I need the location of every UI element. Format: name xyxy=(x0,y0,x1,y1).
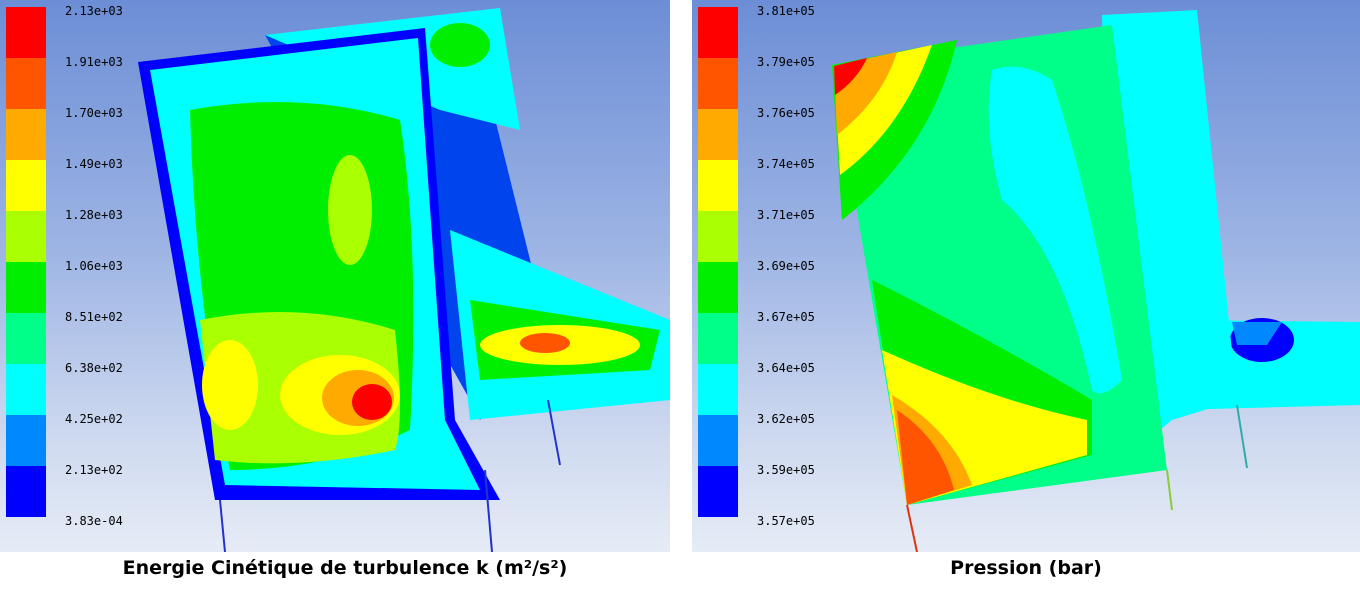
colorbar-segment xyxy=(6,262,46,313)
colorbar-tick-label: 1.06e+03 xyxy=(65,259,123,273)
front-plane-center xyxy=(988,66,1122,394)
colorbar-segment xyxy=(6,7,46,58)
colorbar-tick-label: 3.67e+05 xyxy=(757,310,815,324)
colorbar-tick-label: 1.70e+03 xyxy=(65,106,123,120)
caption-pressure: Pression (bar) xyxy=(950,557,1102,579)
support-line xyxy=(484,469,493,552)
colorbar-legend-pressure: 3.81e+05 3.79e+05 3.76e+05 3.74e+05 3.71e+05… xyxy=(698,4,898,547)
colorbar-segment xyxy=(698,58,738,109)
colorbar-segment xyxy=(6,364,46,415)
support-line xyxy=(906,504,918,552)
colorbar-segment xyxy=(6,160,46,211)
colorbar-tick-label: 3.57e+05 xyxy=(757,514,815,528)
colorbar-segment xyxy=(6,109,46,160)
colorbar-tick-label: 3.71e+05 xyxy=(757,208,815,222)
colorbar xyxy=(6,7,46,517)
colorbar-segment xyxy=(6,466,46,517)
colorbar-tick-label: 2.13e+02 xyxy=(65,463,123,477)
colorbar-segment xyxy=(698,262,738,313)
caption-turbulence-k: Energie Cinétique de turbulence k (m²/s²… xyxy=(122,557,568,579)
colorbar-tick-label: 6.38e+02 xyxy=(65,361,123,375)
bottom-left-red xyxy=(897,410,954,505)
colorbar xyxy=(698,7,738,517)
contour-viewport-k[interactable]: 2.13e+03 1.91e+03 1.70e+03 1.49e+03 1.28e+03… xyxy=(0,0,670,552)
colorbar-tick-label: 3.64e+05 xyxy=(757,361,815,375)
colorbar-segment xyxy=(6,58,46,109)
colorbar-tick-label: 1.28e+03 xyxy=(65,208,123,222)
colorbar-tick-label: 3.69e+05 xyxy=(757,259,815,273)
top-left-red xyxy=(834,58,867,95)
colorbar-tick-label: 1.91e+03 xyxy=(65,55,123,69)
contour-plot-pressure xyxy=(832,10,1360,552)
colorbar-tick-label: 2.13e+03 xyxy=(65,4,123,18)
colorbar-tick-label: 3.59e+05 xyxy=(757,463,815,477)
colorbar-segment xyxy=(698,364,738,415)
colorbar-tick-label: 3.62e+05 xyxy=(757,412,815,426)
outlet-pipe-core xyxy=(520,333,570,353)
support-line xyxy=(1166,469,1173,511)
back-plane-spot xyxy=(430,23,490,67)
upper-band xyxy=(328,155,372,265)
contour-viewport-pressure[interactable]: 3.81e+05 3.79e+05 3.76e+05 3.74e+05 3.71e+05… xyxy=(692,0,1360,552)
colorbar-legend-k: 2.13e+03 1.91e+03 1.70e+03 1.49e+03 1.28e+03… xyxy=(6,4,206,547)
colorbar-segment xyxy=(698,7,738,58)
colorbar-tick-label: 8.51e+02 xyxy=(65,310,123,324)
support-line xyxy=(1236,404,1248,469)
colorbar-segment xyxy=(698,415,738,466)
colorbar-tick-label: 3.81e+05 xyxy=(757,4,815,18)
colorbar-tick-label: 3.79e+05 xyxy=(757,55,815,69)
colorbar-tick-label: 3.74e+05 xyxy=(757,157,815,171)
hot-zone-yellow-left xyxy=(202,340,258,430)
contour-plot-k xyxy=(138,8,670,552)
colorbar-segment xyxy=(698,313,738,364)
colorbar-tick-label: 4.25e+02 xyxy=(65,412,123,426)
hot-zone-red xyxy=(352,384,392,420)
colorbar-segment xyxy=(698,466,738,517)
outlet-pipe-edge xyxy=(1232,322,1282,345)
colorbar-tick-label: 1.49e+03 xyxy=(65,157,123,171)
colorbar-segment xyxy=(6,313,46,364)
support-line xyxy=(547,399,561,466)
colorbar-tick-label: 3.83e-04 xyxy=(65,514,123,528)
colorbar-tick-label: 3.76e+05 xyxy=(757,106,815,120)
colorbar-segment xyxy=(698,211,738,262)
colorbar-segment xyxy=(698,109,738,160)
colorbar-segment xyxy=(6,211,46,262)
colorbar-segment xyxy=(698,160,738,211)
support-line xyxy=(219,499,226,552)
colorbar-segment xyxy=(6,415,46,466)
